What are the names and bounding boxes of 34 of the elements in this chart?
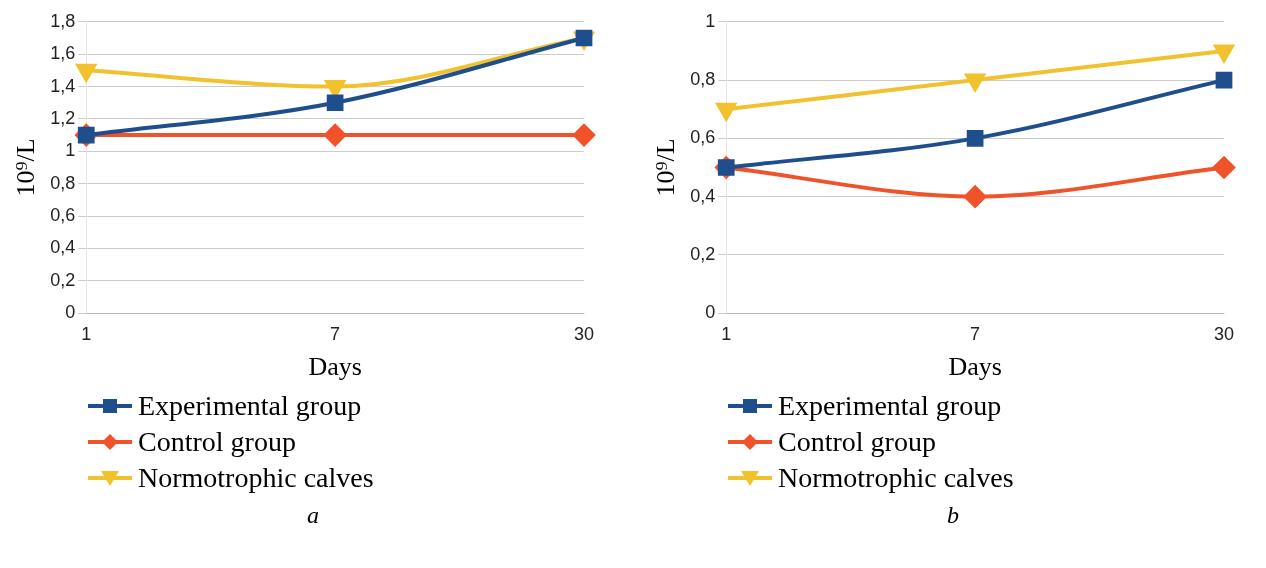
y-axis-title: 10⁹/L [11,138,41,197]
y-tick-label: 1 [65,140,76,161]
y-tick-label: 1,6 [50,43,76,64]
legend-label: Normotrophic calves [778,461,1014,495]
y-tick-label: 0,4 [690,185,716,206]
legend-label: Experimental group [778,389,1002,423]
y-tick-label: 0,6 [690,127,716,148]
x-tick-label: 7 [330,323,341,344]
x-tick-label: 1 [81,323,92,344]
text: b [946,502,960,529]
x-axis-title: Days [948,352,1002,382]
y-tick-label: 0,2 [50,269,76,290]
x-tick-label: 7 [970,323,981,344]
y-tick-label: 0,8 [690,69,716,90]
y-tick-label: 0 [65,302,76,323]
x-axis-title: Days [308,352,362,382]
y-tick-label: 1 [705,10,716,31]
legend-label: Control group [778,425,936,459]
y-tick-label: 1,4 [50,75,76,96]
x-tick-label: 30 [1213,323,1235,344]
legend-label: Normotrophic calves [138,461,374,495]
y-tick-label: 0,2 [690,243,716,264]
legend-label: Control group [138,425,296,459]
legend-label: Experimental group [138,389,362,423]
y-tick-label: 1,8 [50,10,76,31]
y-tick-label: 1,2 [50,107,76,128]
y-tick-label: 0,4 [50,237,76,258]
y-tick-label: 0,8 [50,172,76,193]
y-tick-label: 0,6 [50,205,76,226]
y-axis-title: 10⁹/L [651,138,681,197]
y-tick-label: 0 [705,302,716,323]
x-tick-label: 30 [573,323,595,344]
text: a [306,502,320,529]
x-tick-label: 1 [721,323,732,344]
